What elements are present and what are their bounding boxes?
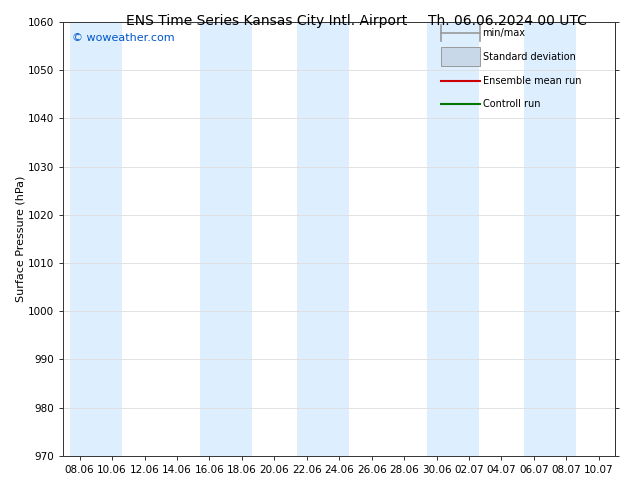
FancyBboxPatch shape	[441, 47, 480, 66]
Text: ENS Time Series Kansas City Intl. Airport: ENS Time Series Kansas City Intl. Airpor…	[126, 14, 407, 28]
Text: Th. 06.06.2024 00 UTC: Th. 06.06.2024 00 UTC	[428, 14, 586, 28]
Text: Standard deviation: Standard deviation	[482, 52, 576, 62]
Text: min/max: min/max	[482, 28, 526, 38]
Y-axis label: Surface Pressure (hPa): Surface Pressure (hPa)	[15, 176, 25, 302]
Bar	[297, 22, 349, 456]
Text: Ensemble mean run: Ensemble mean run	[482, 75, 581, 86]
Bar	[427, 22, 479, 456]
Bar	[524, 22, 576, 456]
Bar	[70, 22, 122, 456]
Bar	[200, 22, 252, 456]
Text: Controll run: Controll run	[482, 99, 540, 109]
Text: © woweather.com: © woweather.com	[72, 33, 174, 43]
